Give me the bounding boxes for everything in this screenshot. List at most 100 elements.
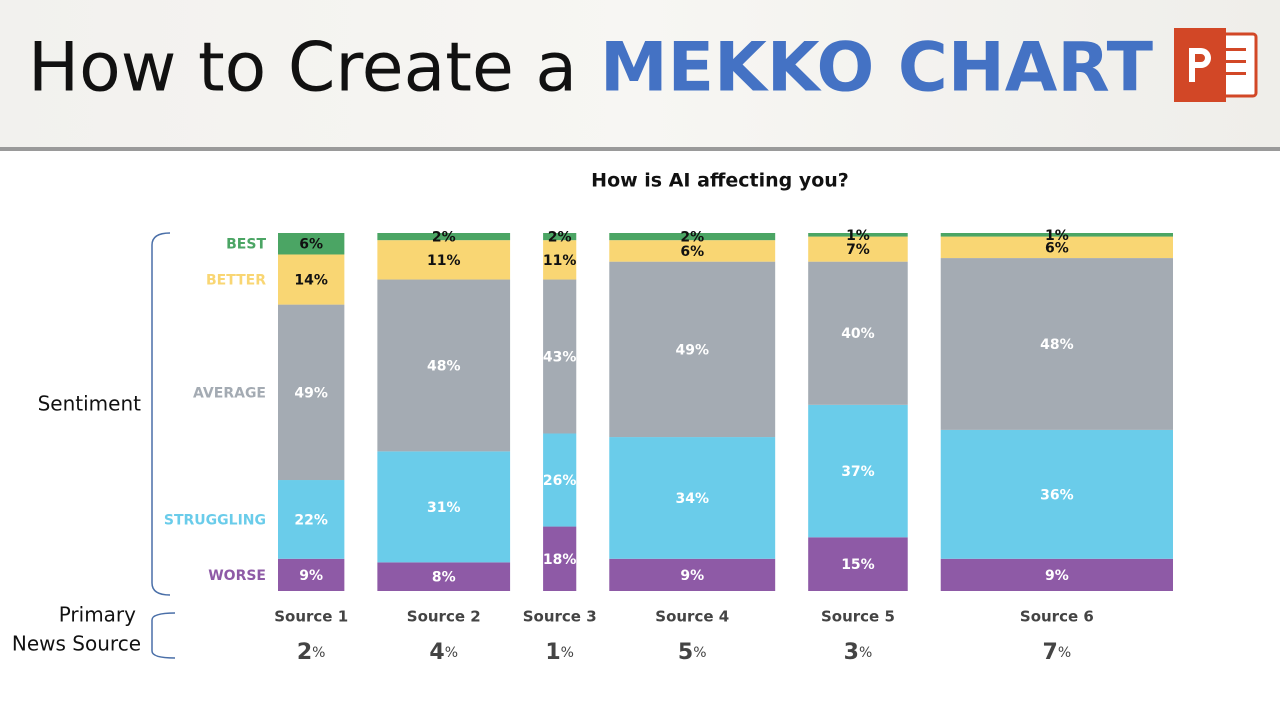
segment bbox=[609, 240, 776, 262]
segment bbox=[377, 279, 511, 452]
title-emphasis: MEKKO CHART bbox=[600, 29, 1154, 108]
segment bbox=[609, 558, 776, 591]
segment bbox=[543, 433, 577, 527]
legend-label: BEST bbox=[226, 237, 266, 253]
x-tick-label: Source 3 bbox=[523, 608, 597, 626]
value-label: 8% bbox=[432, 570, 456, 586]
width-unit: % bbox=[312, 645, 325, 661]
segment bbox=[543, 233, 577, 241]
chart-title: How is AI affecting you? bbox=[591, 170, 849, 192]
value-label: 43% bbox=[543, 350, 577, 366]
legend-label: AVERAGE bbox=[193, 385, 266, 401]
value-label: 15% bbox=[841, 557, 875, 573]
width-label: 7% bbox=[1043, 640, 1072, 665]
value-label: 1% bbox=[846, 228, 870, 244]
value-label: 26% bbox=[543, 473, 577, 489]
segment bbox=[808, 537, 908, 591]
value-label: 48% bbox=[1040, 337, 1074, 353]
width-unit: % bbox=[561, 645, 574, 661]
value-label: 48% bbox=[427, 358, 461, 374]
header-rule bbox=[0, 147, 1280, 151]
segment bbox=[940, 233, 1173, 237]
segment bbox=[377, 562, 511, 591]
value-label: 2% bbox=[548, 230, 572, 246]
value-label: 9% bbox=[299, 568, 323, 584]
width-value: 4 bbox=[429, 640, 444, 665]
x-tick-label: Source 2 bbox=[407, 608, 481, 626]
segment bbox=[940, 558, 1173, 591]
width-unit: % bbox=[445, 645, 458, 661]
value-label: 6% bbox=[299, 237, 323, 253]
value-label: 9% bbox=[680, 568, 704, 584]
value-label: 9% bbox=[1045, 568, 1069, 584]
segment bbox=[609, 437, 776, 559]
width-label: 5% bbox=[678, 640, 707, 665]
value-label: 31% bbox=[427, 500, 461, 516]
value-label: 22% bbox=[294, 512, 328, 528]
value-label: 1% bbox=[1045, 228, 1069, 244]
x-tick-label: Source 4 bbox=[655, 608, 729, 626]
width-unit: % bbox=[693, 645, 706, 661]
value-label: 14% bbox=[294, 273, 328, 289]
sentiment-bracket bbox=[151, 232, 171, 596]
segment bbox=[377, 233, 511, 241]
x-axis-label: Primary bbox=[59, 603, 136, 627]
value-label: 49% bbox=[675, 342, 709, 358]
value-label: 6% bbox=[680, 244, 704, 260]
y-axis-label: Sentiment bbox=[38, 392, 142, 416]
segment bbox=[278, 480, 345, 559]
segment bbox=[543, 526, 577, 591]
segment bbox=[278, 254, 345, 305]
x-tick-label: Source 6 bbox=[1020, 608, 1094, 626]
value-label: 6% bbox=[1045, 240, 1069, 256]
legend-label: WORSE bbox=[208, 568, 266, 584]
width-unit: % bbox=[859, 645, 872, 661]
segment bbox=[278, 558, 345, 591]
segment bbox=[808, 233, 908, 237]
segment bbox=[543, 240, 577, 280]
x-tick-label: Source 5 bbox=[821, 608, 895, 626]
width-value: 5 bbox=[678, 640, 693, 665]
width-label: 3% bbox=[844, 640, 873, 665]
segment bbox=[808, 236, 908, 262]
x-axis-label: News Source bbox=[12, 632, 141, 656]
powerpoint-icon bbox=[1174, 28, 1258, 102]
width-value: 7 bbox=[1043, 640, 1058, 665]
value-label: 36% bbox=[1040, 487, 1074, 503]
segment bbox=[609, 233, 776, 241]
title-lead: How to Create a bbox=[28, 29, 577, 108]
segment bbox=[808, 261, 908, 405]
value-label: 37% bbox=[841, 464, 875, 480]
x-tick-label: Source 1 bbox=[274, 608, 348, 626]
width-value: 3 bbox=[844, 640, 859, 665]
value-label: 18% bbox=[543, 552, 577, 568]
value-label: 2% bbox=[432, 230, 456, 246]
source-bracket bbox=[151, 612, 176, 659]
width-label: 4% bbox=[429, 640, 458, 665]
width-value: 1 bbox=[545, 640, 560, 665]
value-label: 11% bbox=[543, 253, 577, 269]
header-background bbox=[0, 0, 1280, 148]
value-label: 49% bbox=[294, 385, 328, 401]
segment bbox=[377, 451, 511, 563]
segment bbox=[940, 429, 1173, 559]
value-label: 2% bbox=[680, 230, 704, 246]
legend-label: STRUGGLING bbox=[164, 512, 266, 528]
segment bbox=[278, 233, 345, 255]
segment bbox=[609, 261, 776, 438]
width-label: 2% bbox=[297, 640, 326, 665]
segment bbox=[278, 304, 345, 481]
segment bbox=[940, 258, 1173, 430]
value-label: 40% bbox=[841, 326, 875, 342]
width-value: 2 bbox=[297, 640, 312, 665]
segment bbox=[940, 236, 1173, 259]
value-label: 34% bbox=[675, 491, 709, 507]
legend-label: BETTER bbox=[206, 273, 266, 289]
width-unit: % bbox=[1058, 645, 1071, 661]
segment bbox=[377, 240, 511, 280]
width-label: 1% bbox=[545, 640, 574, 665]
segment bbox=[808, 404, 908, 538]
value-label: 11% bbox=[427, 253, 461, 269]
